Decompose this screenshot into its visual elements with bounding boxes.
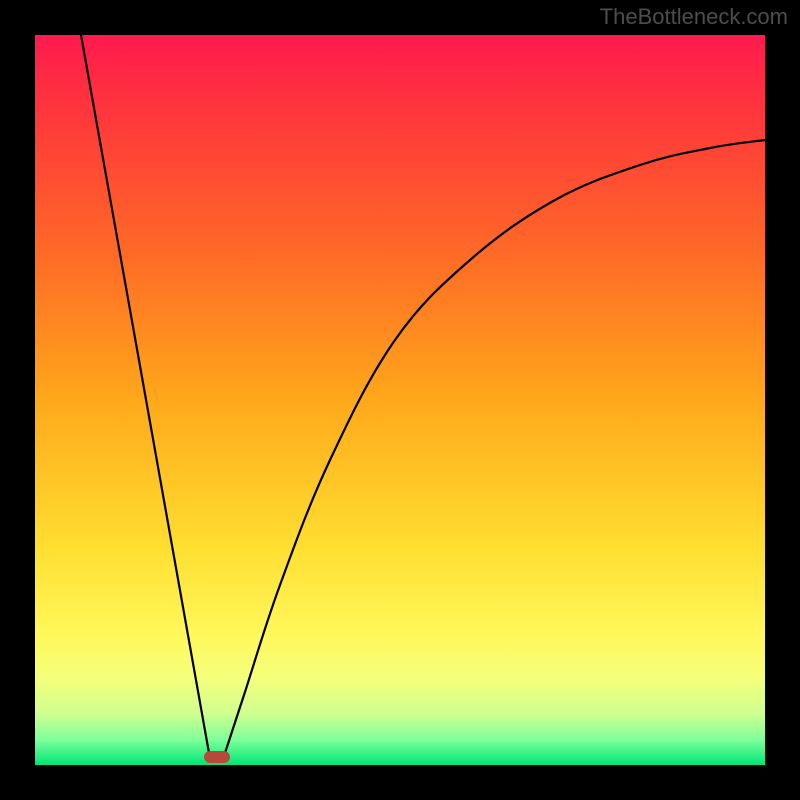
- watermark-text: TheBottleneck.com: [600, 4, 788, 30]
- plot-background: [35, 35, 765, 765]
- sweet-spot-marker: [204, 751, 230, 763]
- chart-container: TheBottleneck.com: [0, 0, 800, 800]
- bottleneck-chart: [0, 0, 800, 800]
